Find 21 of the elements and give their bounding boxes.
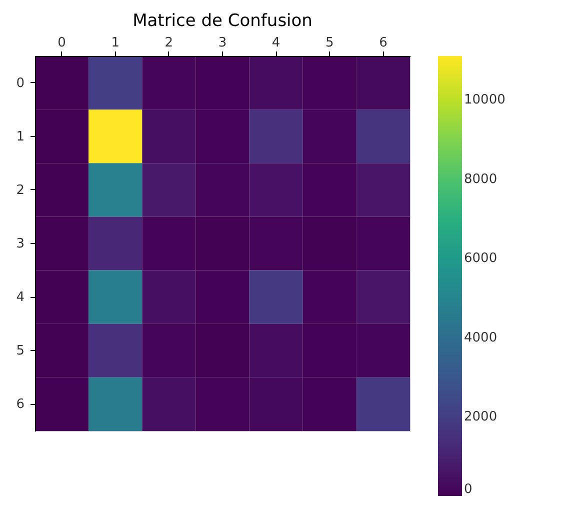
color-bar-label: 8000 [464,172,498,187]
color-bar-label: 0 [464,482,472,497]
color-bar-label: 10000 [464,92,506,108]
y-tick-label: 5 [16,344,24,359]
x-tick-label: 2 [164,36,174,50]
x-tick-label: 5 [326,36,334,50]
y-tick-label: 2 [16,182,24,198]
y-tick-label: 4 [16,290,24,306]
x-tick-label: 6 [379,36,388,50]
chart-title: Matrice de Confusion [132,11,312,31]
x-tick-label: 1 [111,36,120,50]
color-bar-label: 2000 [464,410,498,425]
y-tick-label: 0 [16,76,24,91]
color-bar-label: 4000 [464,330,498,346]
color-bar-label: 6000 [464,251,498,266]
y-tick-label: 6 [16,397,24,412]
y-tick-label: 3 [16,236,24,252]
x-tick-label: 4 [272,36,280,50]
x-tick-label: 3 [218,36,227,50]
x-tick-label: 0 [58,36,66,50]
y-tick-label: 1 [16,129,24,144]
